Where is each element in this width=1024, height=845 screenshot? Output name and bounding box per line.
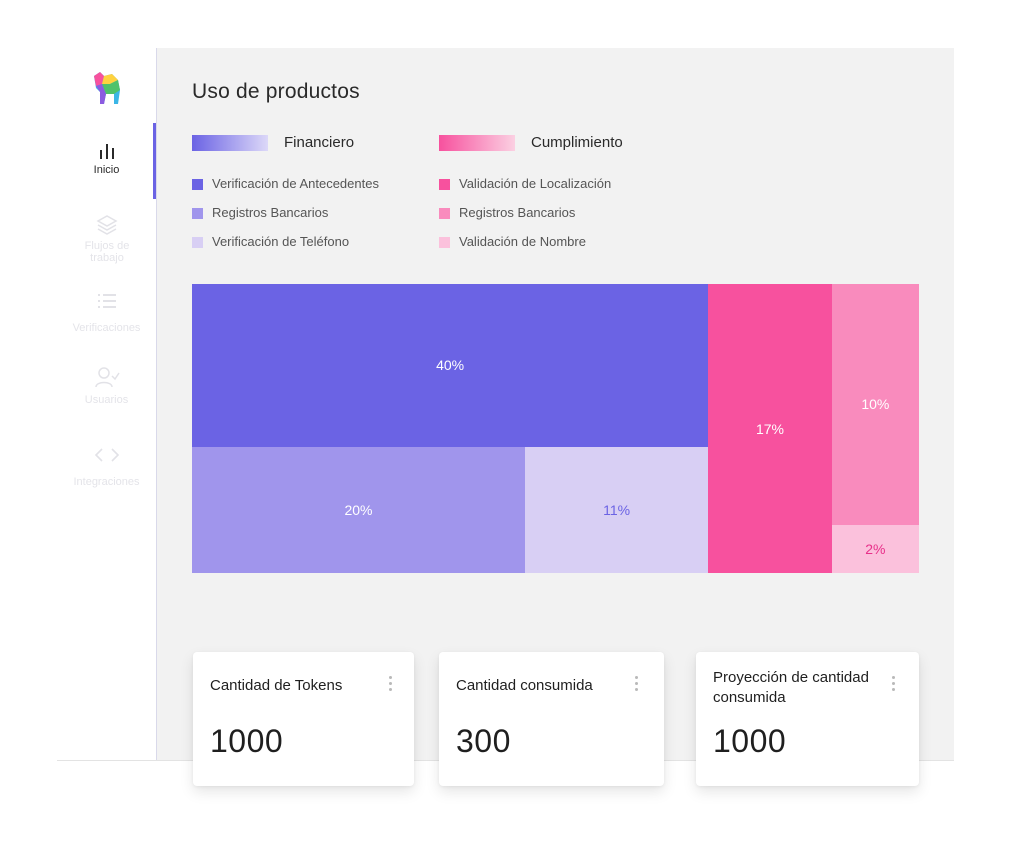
legend-swatch [192,179,203,190]
legend-cumplimiento-label: Cumplimiento [531,134,623,151]
treemap-tile [525,446,709,573]
more-options-icon[interactable] [892,676,896,694]
active-nav-indicator [153,123,156,199]
legend-item-label: Verificación de Antecedentes [212,176,379,191]
page-title: Uso de productos [192,80,360,103]
sidebar-divider [156,48,157,761]
sidebar [57,48,156,761]
treemap-tile [192,446,525,573]
legend-swatch [192,237,203,248]
card-proyeccion-consumida[interactable]: Proyección de cantidad consumida 1000 [696,652,919,786]
sidebar-item-verificaciones[interactable]: Verificaciones [57,292,156,334]
layers-icon [95,215,118,235]
legend-item-label: Validación de Localización [459,176,612,191]
card-value: 300 [456,723,511,759]
card-cantidad-consumida[interactable]: Cantidad consumida 300 [439,652,664,786]
card-title: Cantidad de Tokens [210,677,343,694]
legend-swatch [192,208,203,219]
legend-item-label: Registros Bancarios [459,205,576,220]
more-options-icon[interactable] [389,676,393,694]
sidebar-item-label: Inicio [93,164,120,176]
legend-item-label: Verificación de Teléfono [212,234,350,249]
legend-item-label: Registros Bancarios [212,205,329,220]
card-value: 1000 [713,723,787,759]
treemap-tile-label: 20% [344,501,373,518]
more-options-icon[interactable] [635,676,639,694]
brand-logo [94,72,120,104]
sidebar-item-usuarios[interactable]: Usuarios [57,366,156,406]
treemap-tile [192,284,709,447]
card-title: Cantidad consumida [456,677,593,694]
user-check-icon [94,367,120,388]
treemap-tile-label: 40% [436,357,465,374]
treemap-tile-label: 17% [755,420,784,437]
bar-chart-icon [99,144,114,159]
treemap-tile-label: 10% [861,396,890,413]
sidebar-item-inicio[interactable]: Inicio [57,142,156,176]
card-title: Proyección de cantidad consumida [713,669,869,706]
legend-swatch [439,237,450,248]
legend-cumplimiento-swatch [439,135,515,151]
card-value: 1000 [210,723,284,759]
treemap-tile [708,284,832,573]
treemap-tile [831,524,919,573]
sidebar-item-integraciones[interactable]: Integraciones [57,446,156,488]
list-icon [97,294,116,308]
legend-item-label: Validación de Nombre [459,234,586,249]
treemap-tile-label: 11% [603,501,631,518]
legend-financiero-swatch [192,135,268,151]
legend-swatch [439,208,450,219]
legend-financiero-label: Financiero [284,134,355,151]
code-icon [94,448,119,462]
treemap-tile-label: 2% [865,540,886,557]
sidebar-item-label: Usuarios [84,394,129,406]
sidebar-item-label: Integraciones [73,476,140,488]
sidebar-item-label: Verificaciones [72,322,141,334]
sidebar-item-label: Flujos de trabajo [84,240,130,264]
sidebar-item-flujos[interactable]: Flujos de trabajo [57,214,156,264]
legend-swatch [439,179,450,190]
treemap-tile [831,284,919,525]
card-cantidad-tokens[interactable]: Cantidad de Tokens 1000 [193,652,414,786]
